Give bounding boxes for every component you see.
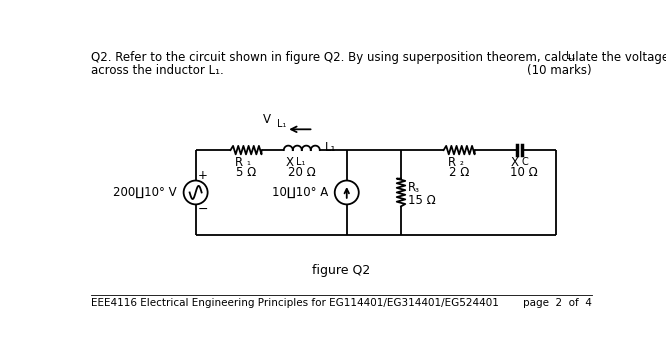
Text: EEE4116 Electrical Engineering Principles for EG114401/EG314401/EG524401: EEE4116 Electrical Engineering Principle… — [91, 298, 499, 308]
Text: R: R — [448, 155, 456, 168]
Text: ₁: ₁ — [247, 157, 250, 167]
Text: L₁: L₁ — [277, 118, 286, 129]
Text: ₃: ₃ — [415, 185, 419, 194]
Text: 2 Ω: 2 Ω — [449, 165, 470, 178]
Text: 10∐10° A: 10∐10° A — [272, 186, 328, 199]
Text: X: X — [510, 155, 518, 168]
Text: page  2  of  4: page 2 of 4 — [523, 298, 591, 308]
Text: Q2. Refer to the circuit shown in figure Q2. By using superposition theorem, cal: Q2. Refer to the circuit shown in figure… — [91, 51, 666, 64]
Text: 5 Ω: 5 Ω — [236, 165, 256, 178]
Text: C: C — [521, 157, 528, 167]
Text: L₁: L₁ — [325, 141, 336, 154]
Text: L₁: L₁ — [566, 51, 575, 61]
Text: 15 Ω: 15 Ω — [408, 194, 436, 207]
Text: +: + — [198, 169, 208, 182]
Text: across the inductor L₁.: across the inductor L₁. — [91, 64, 224, 77]
Text: 200∐10° V: 200∐10° V — [113, 186, 176, 199]
Text: ₂: ₂ — [460, 157, 464, 167]
Text: R: R — [235, 155, 243, 168]
Text: (10 marks): (10 marks) — [527, 64, 591, 77]
Text: figure Q2: figure Q2 — [312, 264, 370, 277]
Text: X: X — [286, 155, 294, 168]
Text: 20 Ω: 20 Ω — [288, 165, 316, 178]
Text: −: − — [198, 203, 208, 216]
Text: 10 Ω: 10 Ω — [509, 165, 537, 178]
Text: V: V — [263, 113, 271, 126]
Text: R: R — [408, 181, 416, 194]
Text: L₁: L₁ — [296, 157, 305, 167]
